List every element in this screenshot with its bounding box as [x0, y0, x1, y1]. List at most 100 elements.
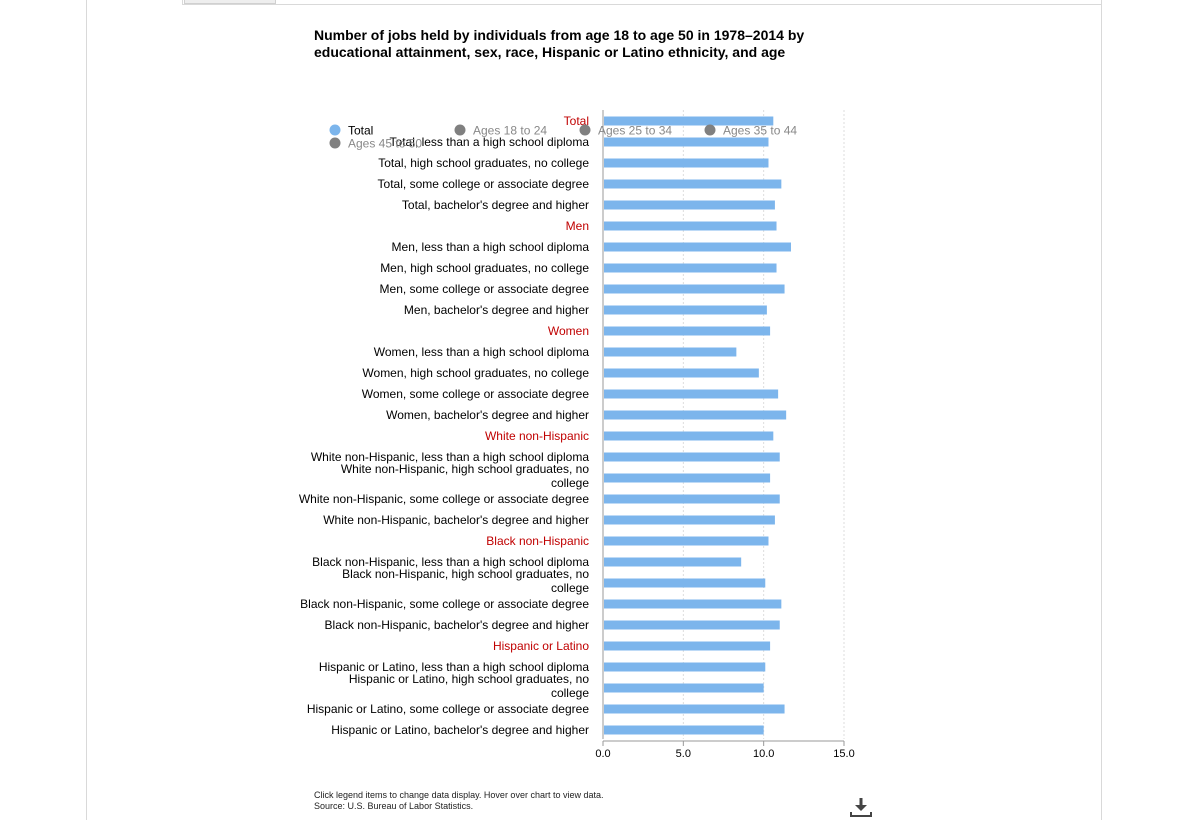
category-label: Men, bachelor's degree and higher — [404, 303, 589, 317]
category-label-line: Black non-Hispanic, high school graduate… — [342, 567, 589, 581]
bar[interactable] — [604, 221, 777, 231]
right-border — [1101, 0, 1102, 820]
category-label: White non-Hispanic, less than a high sch… — [311, 450, 589, 464]
bar[interactable] — [604, 284, 785, 294]
category-label: Women, high school graduates, no college — [362, 366, 589, 380]
category-label: Total, some college or associate degree — [378, 177, 590, 191]
x-axis: 0.0 5.0 10.0 15.0 — [595, 740, 855, 760]
category-label-line: White non-Hispanic, high school graduate… — [341, 462, 589, 476]
category-label-line: college — [551, 686, 589, 700]
category-label: Total, bachelor's degree and higher — [402, 198, 589, 212]
category-label: Women, some college or associate degree — [362, 387, 590, 401]
bar[interactable] — [604, 137, 769, 147]
category-label: Hispanic or Latino, bachelor's degree an… — [331, 723, 589, 737]
category-label-line: college — [551, 476, 589, 490]
chart-title: Number of jobs held by individuals from … — [314, 27, 805, 60]
bar[interactable] — [604, 641, 771, 651]
group-label: Total — [564, 114, 589, 128]
category-label: Men, high school graduates, no college — [380, 261, 589, 275]
bar[interactable] — [604, 158, 769, 168]
legend-marker — [454, 124, 466, 136]
category-label: Hispanic or Latino, high school graduate… — [349, 672, 589, 700]
bar[interactable] — [604, 263, 777, 273]
bar[interactable] — [604, 347, 737, 357]
legend-marker — [329, 124, 341, 136]
footer-instructions: Click legend items to change data displa… — [314, 790, 604, 800]
category-label: Men, some college or associate degree — [380, 282, 590, 296]
category-label: Hispanic or Latino, some college or asso… — [307, 702, 589, 716]
bar[interactable] — [604, 305, 767, 315]
bar[interactable] — [604, 536, 769, 546]
category-label: Hispanic or Latino, less than a high sch… — [319, 660, 589, 674]
category-label: Women, bachelor's degree and higher — [386, 408, 589, 422]
bar[interactable] — [604, 368, 759, 378]
category-label-line: Hispanic or Latino, high school graduate… — [349, 672, 589, 686]
legend-label: Ages 45 to 50 — [348, 137, 422, 151]
category-label: Women, less than a high school diploma — [374, 345, 590, 359]
legend-item[interactable]: Total — [329, 124, 374, 138]
bar[interactable] — [604, 515, 775, 525]
legend-marker — [329, 137, 341, 149]
card-top-border — [182, 4, 1101, 5]
bar[interactable] — [604, 200, 775, 210]
x-tick-label: 5.0 — [676, 748, 691, 760]
legend-item[interactable]: Ages 25 to 34 — [579, 124, 673, 138]
chart-grid — [602, 110, 845, 739]
category-label: Black non-Hispanic, some college or asso… — [300, 597, 589, 611]
category-label: White non-Hispanic, some college or asso… — [299, 492, 589, 506]
group-label: Black non-Hispanic — [486, 534, 589, 548]
legend-label: Ages 25 to 34 — [598, 124, 672, 138]
bar[interactable] — [604, 179, 782, 189]
category-label: White non-Hispanic, bachelor's degree an… — [323, 513, 589, 527]
bar[interactable] — [604, 431, 774, 441]
legend-label: Ages 35 to 44 — [723, 124, 797, 138]
chart-footer: Click legend items to change data displa… — [314, 790, 603, 812]
chart-bars — [604, 116, 791, 735]
bar[interactable] — [604, 410, 787, 420]
x-tick-label: 0.0 — [595, 748, 610, 760]
bar[interactable] — [604, 452, 780, 462]
category-label: Black non-Hispanic, high school graduate… — [342, 567, 589, 595]
x-tick-label: 15.0 — [833, 748, 854, 760]
legend-label: Total — [348, 124, 373, 138]
legend-label: Ages 18 to 24 — [473, 124, 547, 138]
download-icon[interactable] — [849, 796, 873, 818]
group-label: Hispanic or Latino — [493, 639, 589, 653]
legend-item[interactable]: Ages 35 to 44 — [704, 124, 798, 138]
card-left-border — [182, 0, 183, 4]
bar[interactable] — [604, 116, 774, 126]
category-label: Men, less than a high school diploma — [392, 240, 590, 254]
bar[interactable] — [604, 725, 764, 735]
group-label: White non-Hispanic — [485, 429, 589, 443]
legend-marker — [704, 124, 716, 136]
bar[interactable] — [604, 242, 791, 252]
tab-stub[interactable] — [184, 0, 276, 4]
bar[interactable] — [604, 557, 742, 567]
group-label: Men — [566, 219, 589, 233]
x-tick-label: 10.0 — [753, 748, 774, 760]
bar[interactable] — [604, 578, 766, 588]
bar[interactable] — [604, 494, 780, 504]
bar[interactable] — [604, 620, 780, 630]
bar[interactable] — [604, 389, 779, 399]
bar[interactable] — [604, 599, 782, 609]
bar[interactable] — [604, 662, 766, 672]
category-label: Black non-Hispanic, bachelor's degree an… — [325, 618, 589, 632]
legend-marker — [579, 124, 591, 136]
bar[interactable] — [604, 683, 764, 693]
group-label: Women — [548, 324, 589, 338]
footer-source: Source: U.S. Bureau of Labor Statistics. — [314, 801, 474, 811]
bar[interactable] — [604, 704, 785, 714]
legend-item[interactable]: Ages 45 to 50 — [329, 137, 423, 151]
bar[interactable] — [604, 326, 771, 336]
legend-item[interactable]: Ages 18 to 24 — [454, 124, 548, 138]
category-label: Black non-Hispanic, less than a high sch… — [312, 555, 589, 569]
category-label: Total, less than a high school diploma — [390, 135, 590, 149]
chart-legend[interactable]: Total Ages 18 to 24 Ages 25 to 34 Ages 35 t… — [329, 124, 798, 151]
category-label-line: college — [551, 581, 589, 595]
category-label: White non-Hispanic, high school graduate… — [341, 462, 589, 490]
bar[interactable] — [604, 473, 771, 483]
category-labels: Total Total, less than a high school dipl… — [299, 114, 589, 737]
